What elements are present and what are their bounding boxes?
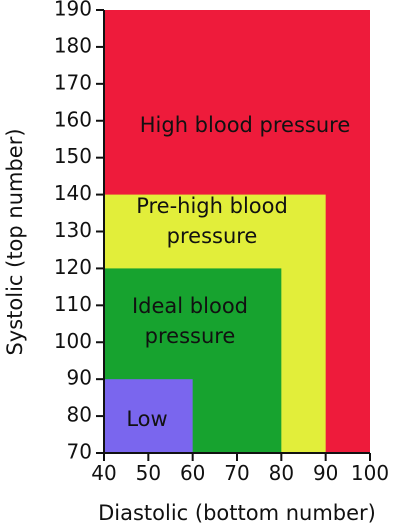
y-tick-label: 80: [67, 403, 92, 427]
x-axis-title: Diastolic (bottom number): [98, 501, 376, 524]
region-label-prehigh: Pre-high blood: [136, 194, 288, 218]
region-label-ideal: pressure: [145, 324, 236, 348]
region-label-high: High blood pressure: [140, 113, 351, 137]
y-tick-label: 160: [54, 107, 92, 131]
region-low: [104, 379, 193, 453]
x-tick-label: 40: [91, 461, 116, 485]
y-axis-title: Systolic (top number): [3, 128, 27, 355]
region-label-prehigh: pressure: [167, 224, 258, 248]
region-label-low: Low: [126, 407, 167, 431]
y-tick-label: 190: [54, 0, 92, 21]
y-tick-label: 130: [54, 218, 92, 242]
y-tick-label: 90: [67, 366, 92, 390]
chart-regions: [104, 10, 370, 454]
y-tick-label: 110: [54, 292, 92, 316]
y-tick-label: 150: [54, 144, 92, 168]
y-tick-label: 120: [54, 255, 92, 279]
chart-region-labels: High blood pressure Pre-high blood pressur…: [126, 113, 350, 431]
x-tick-label: 80: [269, 461, 294, 485]
x-tick-label: 90: [313, 461, 338, 485]
y-tick-label: 70: [67, 440, 92, 464]
x-tick-label: 100: [351, 461, 389, 485]
x-tick-label: 70: [224, 461, 249, 485]
x-tick-label: 50: [136, 461, 161, 485]
y-tick-label: 100: [54, 329, 92, 353]
y-tick-label: 170: [54, 70, 92, 94]
region-label-ideal: Ideal blood: [132, 294, 248, 318]
chart-axes: 70 80 90 100 110 120 130 140 150 160 170 180 190 40 50…: [54, 0, 389, 485]
y-tick-label: 180: [54, 33, 92, 57]
x-tick-label: 60: [180, 461, 205, 485]
y-tick-label: 140: [54, 181, 92, 205]
